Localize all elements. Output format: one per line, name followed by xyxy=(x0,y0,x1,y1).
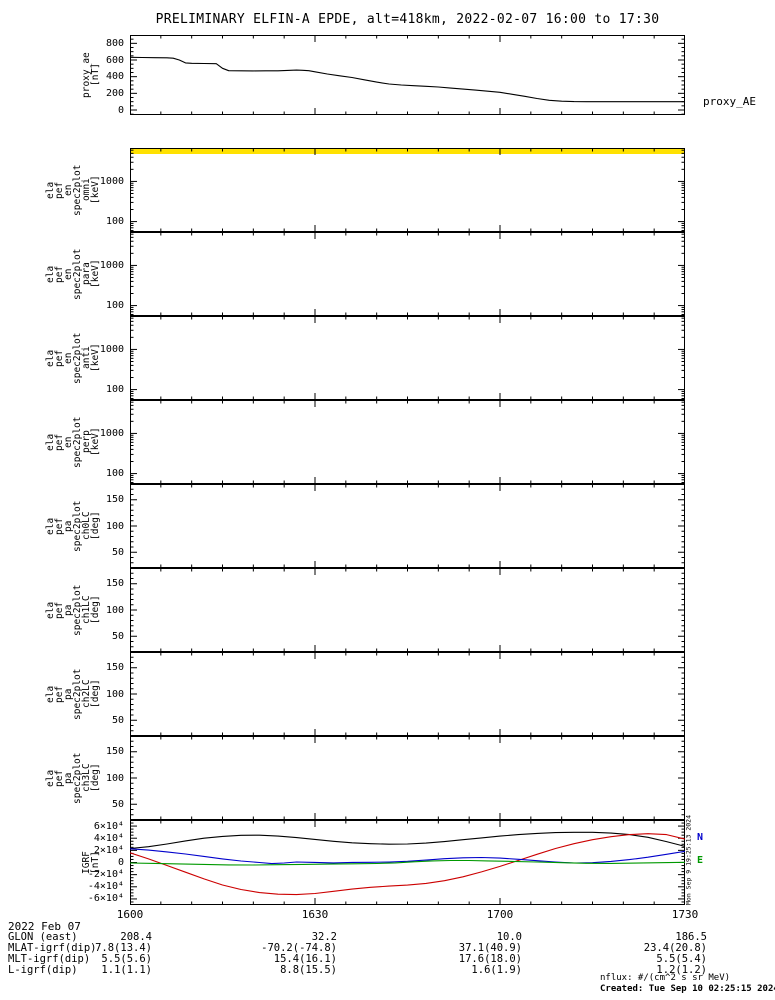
ytick-label-igrf: 0 xyxy=(117,857,124,868)
ytick-label-igrf: 6×10⁴ xyxy=(93,820,124,832)
annotation-value: 32.2 xyxy=(311,931,337,943)
annotation-row-label: MLT-igrf(dip) xyxy=(8,953,91,965)
annotation-value: 186.5 xyxy=(675,931,707,943)
ytick-label-pa_spec_ch1LC: 150 xyxy=(105,578,124,590)
ytick-label-en_spec_omni: 1000 xyxy=(99,175,124,187)
plot-timestamp-watermark: Mon Sep 9 19:25:13 2024 xyxy=(684,814,693,905)
ytick-label-pa_spec_ch2LC: 100 xyxy=(105,688,124,700)
series-E xyxy=(129,859,686,866)
panel-proxy_ae xyxy=(129,35,685,115)
ytick-label-proxy_ae: 600 xyxy=(105,54,124,66)
ytick-label-pa_spec_ch0LC: 50 xyxy=(111,546,124,558)
annotation-value: 15.4(16.1) xyxy=(273,953,337,965)
ytick-label-proxy_ae: 0 xyxy=(117,104,124,116)
series-N xyxy=(129,848,686,865)
time-tick-label: 1700 xyxy=(486,908,514,921)
ytick-label-en_spec_anti: 1000 xyxy=(99,343,124,355)
igrf-component-label-N: N xyxy=(697,832,704,843)
date-label: 2022 Feb 07 xyxy=(8,920,81,933)
ytick-label-pa_spec_ch3LC: 50 xyxy=(111,798,124,810)
panel-pa_spec_ch3LC xyxy=(130,736,685,820)
panel-pa_spec_ch0LC xyxy=(130,484,685,568)
ytick-label-en_spec_anti: 100 xyxy=(105,384,124,396)
plot-title: PRELIMINARY ELFIN-A EPDE, alt=418km, 202… xyxy=(155,12,660,27)
ytick-label-igrf: -6×10⁴ xyxy=(87,893,124,905)
time-tick-label: 1630 xyxy=(301,908,329,921)
annotation-value: 1.2(1.2) xyxy=(656,964,707,976)
time-tick-label: 1730 xyxy=(671,908,699,921)
ytick-label-pa_spec_ch1LC: 50 xyxy=(111,630,124,642)
annotation-value: 208.4 xyxy=(120,931,152,943)
annotation-value: 7.8(13.4) xyxy=(95,942,152,954)
created-timestamp: Created: Tue Sep 10 02:25:15 2024 xyxy=(600,984,775,994)
time-tick-label: 1600 xyxy=(116,908,144,921)
annotation-value: 5.5(5.4) xyxy=(656,953,707,965)
ytick-label-pa_spec_ch2LC: 150 xyxy=(105,662,124,674)
annotation-row-label: L-igrf(dip) xyxy=(8,964,78,976)
panel-en_spec_anti xyxy=(130,316,685,400)
panel-pa_spec_ch2LC xyxy=(130,652,685,736)
annotation-value: 17.6(18.0) xyxy=(458,953,522,965)
igrf-component-label-E: E xyxy=(697,855,704,866)
annotation-row-label: GLON (east) xyxy=(8,931,78,943)
ytick-label-igrf: -4×10⁴ xyxy=(87,881,124,893)
ytick-label-pa_spec_ch3LC: 100 xyxy=(105,772,124,784)
series-proxy_AE xyxy=(129,56,685,103)
panel-igrf xyxy=(129,820,686,905)
ytick-label-en_spec_para: 1000 xyxy=(99,259,124,271)
ytick-label-igrf: 2×10⁴ xyxy=(93,844,124,856)
ytick-label-proxy_ae: 400 xyxy=(105,71,124,83)
annotation-value: 23.4(20.8) xyxy=(643,942,707,954)
proxy-ae-line-label: proxy_AE xyxy=(703,95,756,108)
panel-en_spec_para xyxy=(130,232,685,316)
ytick-label-en_spec_perp: 1000 xyxy=(99,427,124,439)
panel-pa_spec_ch1LC xyxy=(130,568,685,652)
annotation-value: -70.2(-74.8) xyxy=(261,942,337,954)
annotation-value: 1.1(1.1) xyxy=(101,964,152,976)
series-black xyxy=(129,831,686,850)
ytick-label-en_spec_para: 100 xyxy=(105,300,124,312)
ytick-label-proxy_ae: 200 xyxy=(105,87,124,99)
annotation-value: 8.8(15.5) xyxy=(280,964,337,976)
ytick-label-proxy_ae: 800 xyxy=(105,37,124,49)
nflux-units-note: nflux: #/(cm^2 s sr MeV) xyxy=(600,973,731,983)
annotation-value: 1.6(1.9) xyxy=(471,964,522,976)
ytick-label-igrf: -2×10⁴ xyxy=(87,869,124,881)
series-red xyxy=(129,833,686,896)
annotation-value: 10.0 xyxy=(496,931,522,943)
ytick-label-en_spec_perp: 100 xyxy=(105,468,124,480)
annotation-row-label: MLAT-igrf(dip) xyxy=(8,942,97,954)
panel-en_spec_omni xyxy=(130,148,685,232)
ytick-label-pa_spec_ch2LC: 50 xyxy=(111,714,124,726)
panel-en_spec_perp xyxy=(130,400,685,484)
ytick-label-pa_spec_ch3LC: 150 xyxy=(105,746,124,758)
ytick-label-pa_spec_ch0LC: 100 xyxy=(105,520,124,532)
ytick-label-igrf: 4×10⁴ xyxy=(93,832,124,844)
ytick-label-pa_spec_ch1LC: 100 xyxy=(105,604,124,616)
ytick-label-pa_spec_ch0LC: 150 xyxy=(105,494,124,506)
annotation-value: 5.5(5.6) xyxy=(101,953,152,965)
annotation-value: 37.1(40.9) xyxy=(458,942,522,954)
ytick-label-en_spec_omni: 100 xyxy=(105,216,124,228)
